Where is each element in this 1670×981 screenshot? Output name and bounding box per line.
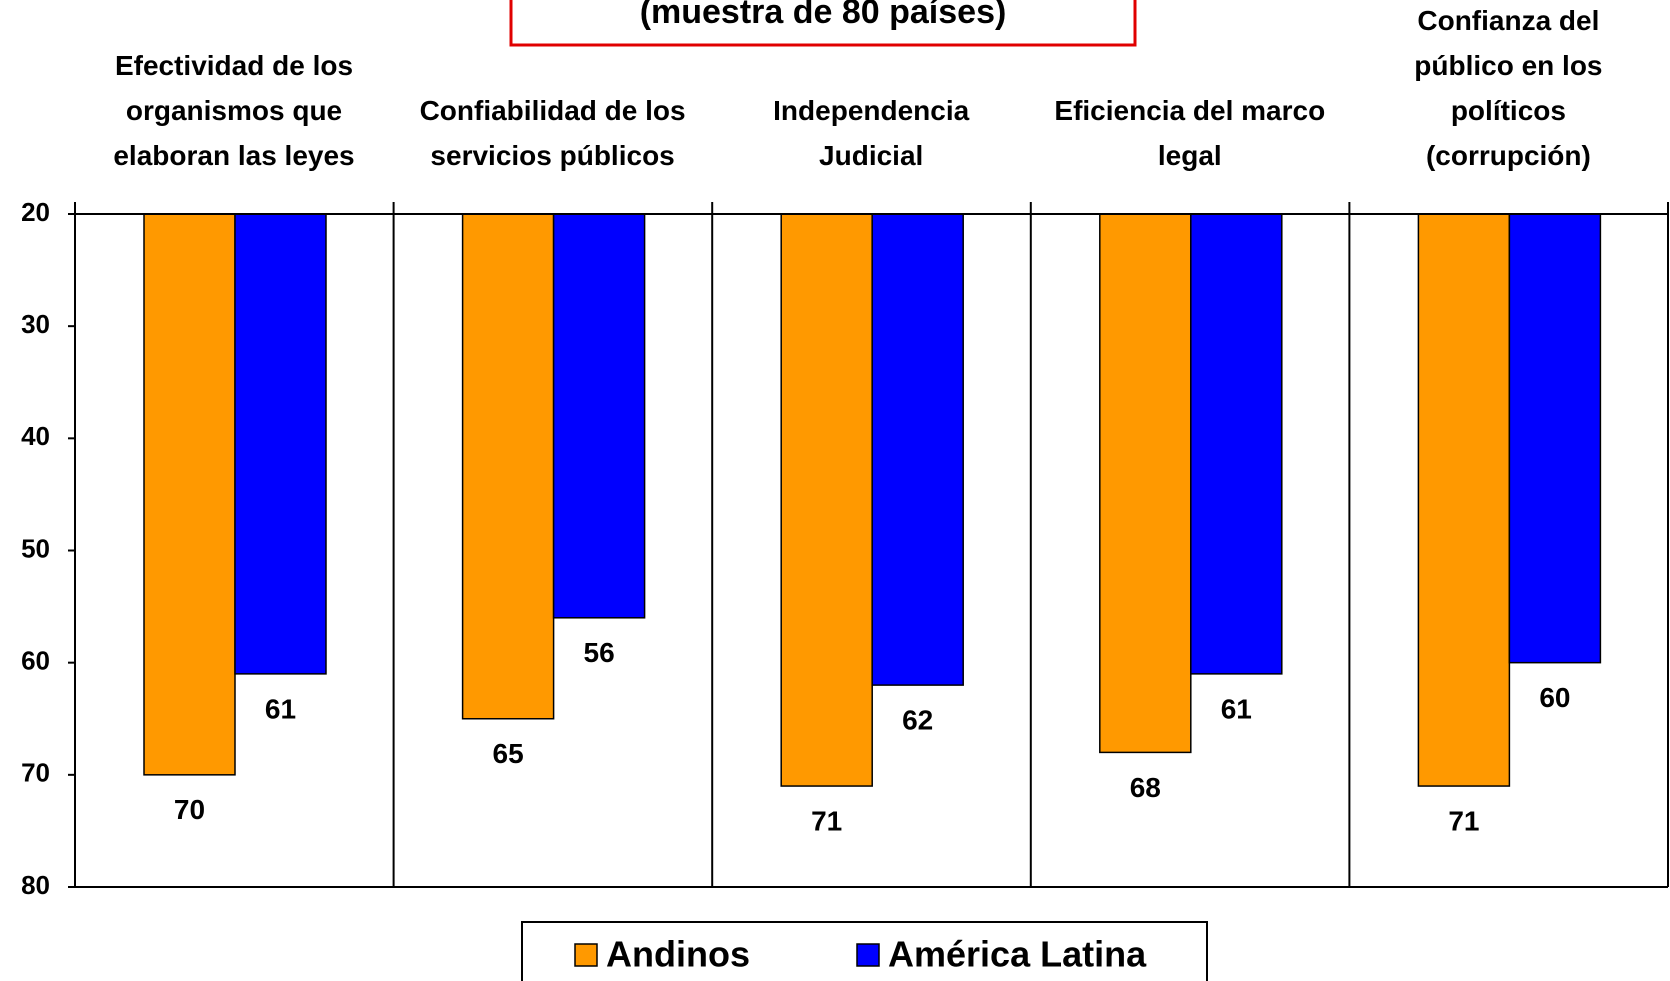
y-tick-label: 60 <box>21 646 50 676</box>
legend-label: Andinos <box>606 934 750 975</box>
y-tick-label: 20 <box>21 197 50 227</box>
bar <box>1099 213 1192 754</box>
value-label: 70 <box>174 794 205 825</box>
bar <box>461 213 555 720</box>
bar <box>143 213 236 776</box>
category-label: Confianza del público en los políticos (… <box>1414 5 1603 171</box>
value-label: 56 <box>584 637 615 668</box>
category-label: Confiabilidad de los servicios públicos <box>419 95 686 171</box>
value-label: 61 <box>1221 693 1252 724</box>
value-label: 65 <box>493 738 524 769</box>
category-label: Efectividad de los organismos que elabor… <box>113 50 355 171</box>
bar <box>1508 213 1602 664</box>
bar <box>871 213 964 686</box>
bar <box>234 213 327 675</box>
value-label: 71 <box>1448 805 1479 836</box>
y-tick-label: 30 <box>21 309 50 339</box>
y-tick-label: 80 <box>21 870 50 900</box>
title-box <box>509 0 1137 47</box>
y-tick-label: 40 <box>21 421 50 451</box>
value-label: 68 <box>1130 772 1161 803</box>
category-label: Independencia Judicial <box>773 95 970 171</box>
chart-title: (muestra de 80 países) <box>640 0 1007 31</box>
legend-swatch <box>574 943 598 967</box>
value-label: 62 <box>902 704 933 735</box>
legend-label: América Latina <box>888 934 1147 975</box>
y-tick-label: 70 <box>21 758 50 788</box>
value-label: 60 <box>1539 682 1570 713</box>
bar <box>1417 213 1511 787</box>
value-label: 71 <box>811 805 842 836</box>
bar <box>552 213 646 619</box>
category-label: Eficiencia del marco legal <box>1054 95 1326 171</box>
value-label: 61 <box>265 693 296 724</box>
legend-swatch <box>856 943 880 967</box>
y-tick-label: 50 <box>21 533 50 563</box>
bar <box>780 213 873 787</box>
bar <box>1190 213 1283 675</box>
